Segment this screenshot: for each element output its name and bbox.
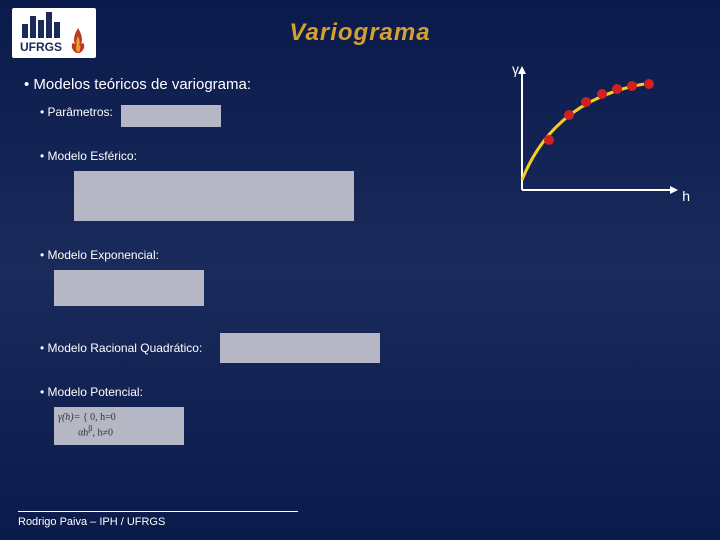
header: UFRGS Variograma [0,0,720,66]
formula-placeholder [74,171,354,221]
formula-placeholder [121,105,221,127]
footer-divider [18,511,298,512]
item-label: • Parâmetros: [40,105,113,119]
slide-title: Variograma [289,19,430,47]
logo-block: UFRGS [12,8,96,58]
item-label: • Modelo Exponencial: [40,248,159,262]
footer: Rodrigo Paiva – IPH / UFRGS [18,511,298,528]
item-parametros: • Parâmetros: [40,105,696,127]
logo-text: UFRGS [20,40,62,54]
formula-placeholder: γ(h)= { 0, h=0 αhβ, h≠0 [54,407,184,445]
item-label: • Modelo Racional Quadrático: [40,341,202,355]
main-bullet: • Modelos teóricos de variograma: [24,76,696,93]
formula-placeholder [220,333,380,363]
flame-icon [68,26,88,54]
item-esferico: • Modelo Esférico: [24,149,696,226]
footer-text: Rodrigo Paiva – IPH / UFRGS [18,516,298,528]
item-potencial: • Modelo Potencial: γ(h)= { 0, h=0 αhβ, … [24,385,696,445]
logo-bars-icon [22,12,60,38]
formula-placeholder [54,270,204,306]
item-label: • Modelo Esférico: [40,149,137,163]
item-label: • Modelo Potencial: [40,385,143,399]
item-quadratico: • Modelo Racional Quadrático: [24,333,696,363]
content-area: • Modelos teóricos de variograma: • Parâ… [0,66,720,477]
item-exponencial: • Modelo Exponencial: [24,248,696,311]
